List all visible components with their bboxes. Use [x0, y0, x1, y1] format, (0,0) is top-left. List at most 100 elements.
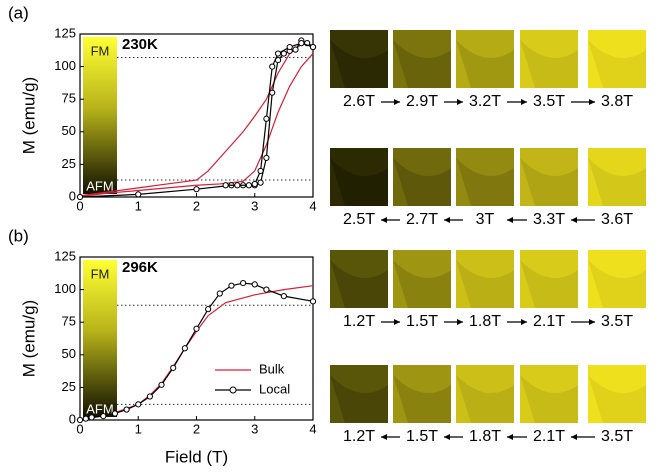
data-point [280, 293, 287, 300]
image-label: 3.6T [601, 211, 633, 228]
domain-image [393, 148, 451, 206]
domain-image [393, 250, 451, 308]
domain-image [456, 30, 514, 88]
arrow-head [394, 319, 400, 325]
arrow-head [381, 217, 387, 223]
arrow-head [444, 434, 450, 440]
x-axis-label: Field (T) [165, 447, 228, 466]
domain-image [330, 250, 388, 308]
arrow-head [507, 217, 513, 223]
data-point [257, 167, 264, 175]
domain-image-texture [330, 158, 388, 206]
data-point [228, 282, 235, 289]
data-point [251, 180, 258, 188]
image-label: 1.2T [343, 428, 375, 445]
arrow-head [507, 434, 513, 440]
x-tick-label: 1 [135, 198, 142, 213]
domain-image [330, 148, 388, 206]
arrow-head [394, 99, 400, 105]
domain-image-texture [393, 375, 451, 423]
data-point [76, 193, 84, 201]
panel-label: (b) [8, 226, 29, 245]
data-point [263, 286, 270, 293]
legend-label: Local [259, 381, 290, 396]
x-tick-label: 1 [135, 421, 142, 436]
image-label: 2.1T [533, 428, 565, 445]
data-point [269, 63, 276, 70]
domain-image [330, 365, 388, 423]
image-label: 2.5T [343, 211, 375, 228]
colorbar [83, 260, 117, 417]
domain-image-texture [456, 158, 514, 206]
data-point [123, 406, 130, 413]
image-label: 2.7T [406, 211, 438, 228]
domain-image-texture [330, 375, 388, 423]
series-line [79, 39, 314, 198]
domain-image [588, 365, 646, 423]
data-point [205, 306, 212, 313]
domain-image [393, 365, 451, 423]
y-tick-label: 100 [54, 281, 76, 296]
domain-image-texture [520, 375, 578, 423]
legend-label: Bulk [259, 361, 285, 376]
data-point [100, 412, 107, 420]
x-tick-label: 4 [309, 198, 316, 213]
colorbar [83, 37, 117, 194]
y-tick-label: 100 [54, 58, 76, 73]
image-label: 2.9T [406, 93, 438, 110]
data-point [82, 415, 89, 422]
data-point [170, 364, 177, 371]
image-label: 3.5T [533, 93, 565, 110]
colorbar-bottom-label: AFM [86, 401, 113, 416]
data-point [193, 325, 200, 332]
domain-image-texture [330, 260, 388, 308]
domain-image-texture [330, 40, 388, 88]
annotation: 296K [122, 259, 158, 276]
data-point [193, 186, 200, 193]
domain-image-texture [588, 158, 646, 206]
arrow-head [571, 434, 577, 440]
arrow-head [589, 99, 595, 105]
domain-image [456, 148, 514, 206]
data-point [274, 50, 282, 57]
image-label: 3.3T [533, 211, 565, 228]
arrow-head [589, 319, 595, 325]
image-label: 1.2T [343, 313, 375, 330]
image-label: 3.8T [601, 93, 633, 110]
y-axis-label: M (emu/g) [19, 300, 38, 377]
data-point [263, 154, 270, 161]
domain-image-texture [456, 375, 514, 423]
y-tick-label: 50 [62, 346, 76, 361]
series-line [225, 42, 314, 186]
data-point [257, 179, 264, 186]
data-point [309, 298, 317, 305]
y-tick-label: 75 [62, 91, 76, 106]
domain-image [588, 250, 646, 308]
data-point [222, 182, 229, 189]
image-label: 2.6T [343, 93, 375, 110]
data-point [158, 381, 165, 388]
domain-image-texture [393, 40, 451, 88]
series-line [79, 53, 314, 197]
x-tick-label: 0 [76, 198, 83, 213]
arrow-head [444, 217, 450, 223]
domain-image [520, 30, 578, 88]
x-tick-label: 3 [251, 421, 258, 436]
annotation: 230K [122, 36, 158, 53]
image-label: 3.5T [601, 313, 633, 330]
domain-image-texture [520, 40, 578, 88]
data-point [240, 279, 247, 287]
y-tick-label: 75 [62, 314, 76, 329]
image-label: 1.8T [469, 313, 501, 330]
y-tick-label: 125 [54, 248, 76, 263]
image-label: 1.5T [406, 428, 438, 445]
domain-image-texture [520, 260, 578, 308]
x-tick-label: 0 [76, 421, 83, 436]
data-point [251, 281, 258, 288]
arrow-head [381, 434, 387, 440]
domain-image [456, 365, 514, 423]
arrow-head [457, 319, 463, 325]
panel-label: (a) [8, 3, 29, 22]
x-tick-label: 3 [251, 198, 258, 213]
